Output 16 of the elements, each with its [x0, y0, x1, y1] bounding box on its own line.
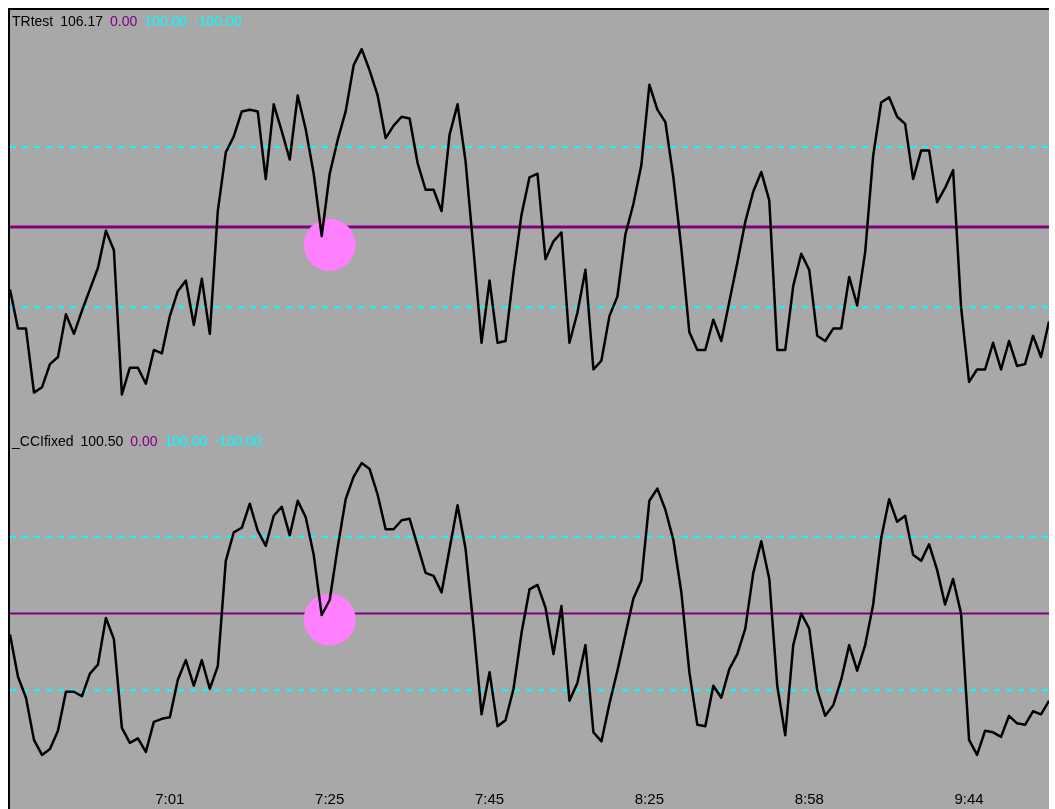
chart-title: TRtest: [12, 13, 54, 29]
text: -100.00: [214, 433, 262, 449]
text: 0.00: [130, 433, 158, 449]
chart-title: _CCIfixed: [12, 433, 74, 449]
text: 100.00: [164, 433, 208, 449]
x-tick-label: 7:45: [474, 789, 505, 807]
x-tick-label: 8:25: [634, 789, 664, 807]
x-tick-label: 7:01: [155, 789, 185, 807]
x-tick-label: 9:44: [954, 789, 984, 807]
x-tick-label: 8:58: [794, 789, 824, 807]
x-tick-label: 7:25: [315, 789, 345, 807]
text: 100.00: [144, 13, 188, 29]
text: 100.50: [80, 433, 124, 449]
text: 106.17: [60, 13, 104, 29]
text: -100.00: [194, 13, 242, 29]
text: 0.00: [110, 13, 138, 29]
